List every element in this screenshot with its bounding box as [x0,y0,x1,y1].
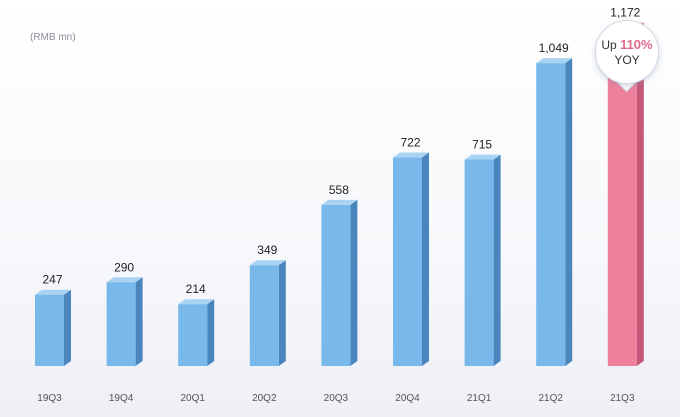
unit-label: (RMB mn) [30,32,76,43]
bar-side-19Q3 [64,289,71,366]
category-label-21Q3: 21Q3 [610,393,635,404]
bar-side-19Q4 [135,277,143,366]
value-label-20Q2: 349 [257,243,277,257]
category-label-20Q2: 20Q2 [252,393,277,404]
bar-top-20Q3 [321,199,358,205]
value-label-19Q4: 290 [114,260,134,274]
callout-growth: Up 110% [596,37,658,52]
bar-side-20Q3 [350,199,358,366]
callout-suffix: YOY [614,53,640,67]
value-label-21Q1: 715 [472,138,492,152]
bar-19Q3 [35,294,64,366]
category-label-19Q4: 19Q4 [109,393,134,404]
value-label-19Q3: 247 [42,273,62,287]
callout-bubble: Up 110% YOY [595,20,659,84]
value-label-21Q2: 1,049 [539,41,569,55]
bar-19Q4 [106,282,136,366]
bar-top-21Q2 [536,58,573,64]
yoy-callout: Up 110% YOY [595,20,669,94]
bar-side-20Q1 [207,299,215,366]
bar-20Q2 [249,265,279,366]
bar-20Q4 [393,157,422,366]
category-label-21Q1: 21Q1 [467,393,492,404]
bar-top-20Q4 [393,152,429,158]
bar-20Q1 [178,304,208,366]
bar-top-20Q1 [178,299,215,305]
value-label-21Q3: 1,172 [610,6,640,20]
bar-side-21Q2 [565,58,573,366]
bar-21Q2 [536,63,566,366]
bar-top-19Q4 [106,277,143,283]
bar-side-21Q1 [493,154,501,366]
bar-20Q3 [321,204,351,366]
callout-percent: 110% [620,37,653,52]
callout-prefix: Up [601,38,617,52]
value-label-20Q3: 558 [329,183,349,197]
bar-top-20Q2 [249,260,286,266]
category-label-20Q1: 20Q1 [180,393,205,404]
category-label-21Q2: 21Q2 [538,393,563,404]
category-label-20Q3: 20Q3 [324,393,349,404]
category-label-19Q3: 19Q3 [37,393,62,404]
bar-side-20Q4 [422,152,429,366]
bar-side-21Q3 [636,22,644,366]
bar-side-20Q2 [278,260,286,366]
bar-top-19Q3 [35,289,71,295]
value-label-20Q4: 722 [400,136,420,150]
value-label-20Q1: 214 [186,282,206,296]
bar-top-21Q1 [464,154,501,160]
category-label-20Q4: 20Q4 [395,393,420,404]
bar-21Q1 [464,159,494,366]
